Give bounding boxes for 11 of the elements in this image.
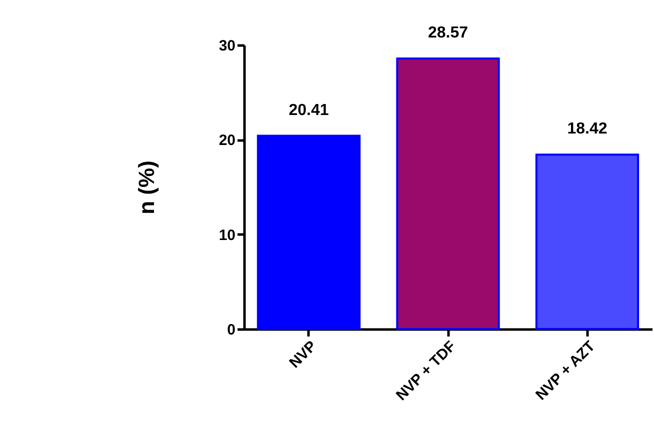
data-label: 18.42 — [567, 120, 608, 138]
y-tick-label: 10 — [218, 226, 236, 244]
y-tick-label: 30 — [218, 38, 236, 54]
data-label: 28.57 — [428, 24, 468, 42]
bar — [535, 154, 640, 330]
y-axis-title: n (%) — [134, 160, 159, 214]
y-tick-label: 0 — [227, 322, 236, 338]
data-label: 20.41 — [288, 102, 329, 119]
bar — [256, 134, 361, 330]
bar — [396, 58, 500, 330]
y-tick-label: 20 — [218, 132, 236, 150]
